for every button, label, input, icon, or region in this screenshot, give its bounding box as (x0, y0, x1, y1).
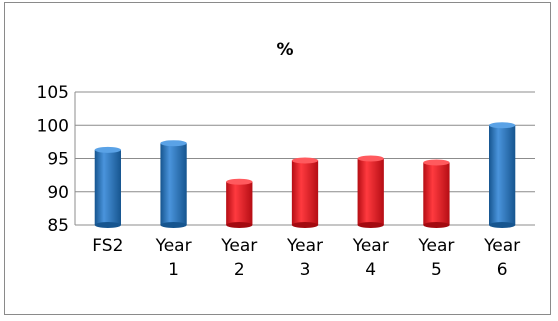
bar-base (160, 222, 187, 228)
y-tick-label: 90 (47, 183, 69, 203)
x-tick-label: Year 1 (155, 236, 192, 280)
y-tick-label: 95 (47, 150, 69, 170)
bar-base (357, 222, 384, 228)
y-tick-labels: 85 90 95 100 105 (37, 83, 69, 236)
bar-cap (160, 140, 187, 147)
bar (226, 181, 253, 225)
chart-title: % (276, 40, 293, 60)
bar-base (489, 222, 516, 228)
y-tick-label: 100 (37, 116, 69, 136)
x-tick-label: Year 2 (220, 236, 257, 280)
bar (357, 158, 384, 225)
bar-cap (94, 146, 121, 153)
bar (94, 149, 121, 225)
chart-frame: % 85 90 95 100 105 FS2 Year 1 Year 2 Year 3 Year 4 Ye… (4, 2, 551, 315)
x-tick-label: Year 5 (417, 236, 454, 280)
y-tick-label: 105 (37, 83, 69, 103)
bar-cap (357, 155, 384, 162)
bar-base (94, 222, 121, 228)
bars (94, 122, 516, 228)
bar-cap (489, 122, 516, 129)
bar-cap (423, 159, 450, 166)
x-tick-labels: FS2 Year 1 Year 2 Year 3 Year 4 Year 5 Year 6 (92, 236, 520, 280)
bar-base (423, 222, 450, 228)
x-tick-label: FS2 (92, 236, 123, 256)
bar (489, 125, 516, 225)
bar-base (291, 222, 319, 228)
bar-chart: % 85 90 95 100 105 FS2 Year 1 Year 2 Year 3 Year 4 Ye… (37, 40, 535, 280)
bar-base (226, 222, 253, 228)
bar (423, 162, 450, 225)
x-tick-label: Year 6 (483, 236, 520, 280)
bar-cap (226, 178, 253, 185)
x-tick-label: Year 4 (352, 236, 389, 280)
bar (160, 143, 187, 225)
bar-cap (291, 157, 319, 164)
y-tick-label: 85 (47, 216, 69, 236)
x-tick-label: Year 3 (286, 236, 323, 280)
bar (291, 160, 319, 225)
